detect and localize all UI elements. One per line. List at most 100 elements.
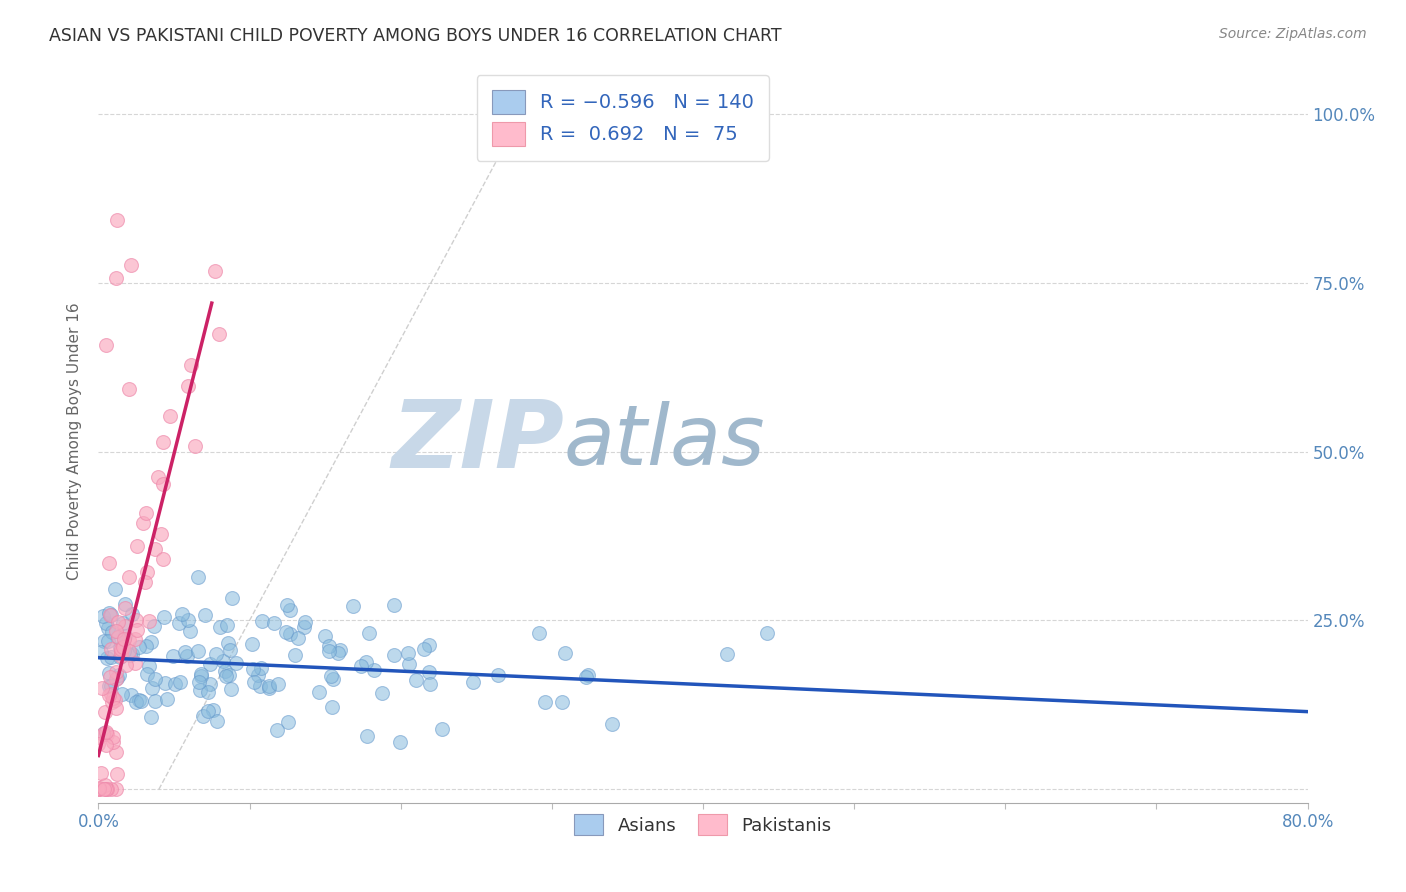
Point bbox=[100, 782, 122, 797]
Point bbox=[177, 613, 200, 627]
Point bbox=[190, 669, 212, 683]
Point bbox=[159, 409, 181, 423]
Point bbox=[105, 673, 128, 687]
Point bbox=[205, 647, 228, 661]
Point bbox=[124, 632, 146, 647]
Point bbox=[114, 601, 136, 615]
Point bbox=[96, 727, 118, 741]
Point bbox=[278, 603, 301, 617]
Point bbox=[363, 663, 385, 677]
Point bbox=[152, 435, 174, 450]
Point bbox=[105, 665, 128, 680]
Point bbox=[266, 723, 288, 737]
Point bbox=[97, 556, 120, 570]
Point bbox=[125, 695, 148, 709]
Point bbox=[217, 617, 239, 632]
Y-axis label: Child Poverty Among Boys Under 16: Child Poverty Among Boys Under 16 bbox=[67, 302, 83, 581]
Point bbox=[104, 745, 127, 759]
Point bbox=[292, 620, 315, 634]
Point bbox=[321, 700, 343, 714]
Point bbox=[98, 666, 121, 681]
Point bbox=[121, 607, 143, 621]
Point bbox=[221, 591, 243, 605]
Point bbox=[93, 782, 115, 797]
Point bbox=[135, 506, 157, 520]
Point bbox=[219, 682, 242, 697]
Point bbox=[94, 778, 117, 792]
Point bbox=[152, 477, 174, 491]
Point bbox=[276, 598, 298, 612]
Point bbox=[107, 671, 129, 685]
Point bbox=[96, 651, 118, 665]
Point bbox=[354, 655, 377, 669]
Point bbox=[127, 623, 149, 637]
Point bbox=[218, 667, 240, 681]
Point bbox=[108, 641, 131, 656]
Text: ZIP: ZIP bbox=[391, 395, 564, 488]
Point bbox=[382, 598, 405, 612]
Point bbox=[90, 765, 112, 780]
Point bbox=[87, 782, 110, 797]
Text: Source: ZipAtlas.com: Source: ZipAtlas.com bbox=[1219, 27, 1367, 41]
Point bbox=[98, 607, 121, 622]
Point bbox=[138, 615, 160, 629]
Point bbox=[187, 570, 209, 584]
Point bbox=[432, 722, 454, 736]
Point bbox=[190, 666, 212, 681]
Point bbox=[575, 670, 598, 684]
Point bbox=[121, 647, 143, 661]
Point bbox=[174, 645, 197, 659]
Point bbox=[98, 679, 121, 693]
Point bbox=[249, 679, 271, 693]
Point bbox=[162, 648, 184, 663]
Point bbox=[155, 676, 177, 690]
Point bbox=[172, 607, 194, 621]
Point bbox=[208, 326, 231, 341]
Point bbox=[329, 643, 352, 657]
Point bbox=[97, 621, 120, 635]
Point bbox=[276, 625, 298, 640]
Point bbox=[100, 641, 122, 656]
Point bbox=[87, 781, 110, 796]
Point bbox=[322, 672, 344, 686]
Point bbox=[716, 647, 738, 661]
Point bbox=[90, 681, 112, 695]
Point bbox=[125, 613, 148, 627]
Point bbox=[107, 615, 129, 629]
Point bbox=[135, 666, 157, 681]
Point bbox=[100, 679, 122, 693]
Point bbox=[396, 646, 419, 660]
Point bbox=[104, 271, 127, 285]
Legend: Asians, Pakistanis: Asians, Pakistanis bbox=[565, 805, 841, 845]
Point bbox=[756, 626, 779, 640]
Point bbox=[534, 695, 557, 709]
Point bbox=[124, 657, 146, 671]
Point bbox=[215, 669, 238, 683]
Point bbox=[118, 632, 141, 647]
Text: ASIAN VS PAKISTANI CHILD POVERTY AMONG BOYS UNDER 16 CORRELATION CHART: ASIAN VS PAKISTANI CHILD POVERTY AMONG B… bbox=[49, 27, 782, 45]
Point bbox=[314, 628, 336, 642]
Point bbox=[93, 725, 115, 739]
Point bbox=[87, 737, 110, 751]
Point bbox=[100, 607, 122, 622]
Point bbox=[105, 624, 128, 639]
Point bbox=[350, 659, 373, 673]
Point bbox=[204, 264, 226, 278]
Point bbox=[242, 663, 264, 677]
Point bbox=[217, 635, 239, 649]
Point bbox=[97, 633, 120, 648]
Point bbox=[277, 715, 299, 730]
Point bbox=[257, 679, 280, 693]
Point bbox=[214, 664, 236, 678]
Point bbox=[193, 607, 215, 622]
Point bbox=[104, 582, 127, 596]
Point bbox=[148, 470, 170, 484]
Point bbox=[94, 738, 117, 752]
Point bbox=[250, 661, 273, 675]
Point bbox=[108, 667, 131, 681]
Point bbox=[96, 782, 118, 797]
Point bbox=[405, 673, 427, 688]
Point bbox=[602, 717, 624, 731]
Point bbox=[111, 640, 134, 654]
Point bbox=[153, 610, 176, 624]
